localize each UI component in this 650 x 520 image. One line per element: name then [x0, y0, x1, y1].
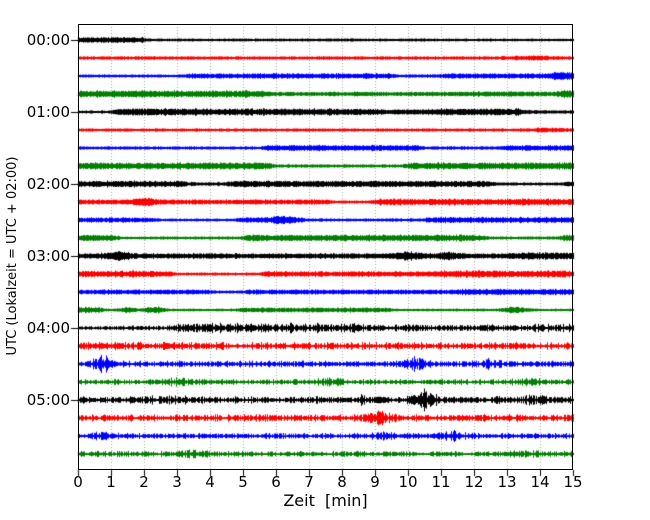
x-tick-label: 4: [205, 473, 215, 491]
x-tick-label: 5: [238, 473, 248, 491]
y-tick-label: 01:00: [26, 103, 70, 121]
x-tick-label: 7: [304, 473, 314, 491]
x-tick-label: 10: [398, 473, 418, 491]
x-tick-label: 0: [73, 473, 83, 491]
plot-area: [78, 24, 573, 470]
x-tick-label: 13: [497, 473, 517, 491]
x-tick-label: 11: [431, 473, 451, 491]
x-tick-label: 2: [139, 473, 149, 491]
y-tick-label: 00:00: [26, 31, 70, 49]
x-tick-label: 8: [337, 473, 347, 491]
x-tick-label: 12: [464, 473, 484, 491]
x-tick-label: 1: [106, 473, 116, 491]
x-tick-label: 6: [271, 473, 281, 491]
y-tick-label: 02:00: [26, 175, 70, 193]
x-tick-label: 14: [530, 473, 550, 491]
x-tick-label: 15: [563, 473, 583, 491]
x-axis-label: Zeit [min]: [283, 491, 368, 510]
x-tick-label: 9: [370, 473, 380, 491]
y-tick-label: 03:00: [26, 247, 70, 265]
y-tick-label: 05:00: [26, 391, 70, 409]
y-tick-label: 04:00: [26, 319, 70, 337]
x-tick-label: 3: [172, 473, 182, 491]
